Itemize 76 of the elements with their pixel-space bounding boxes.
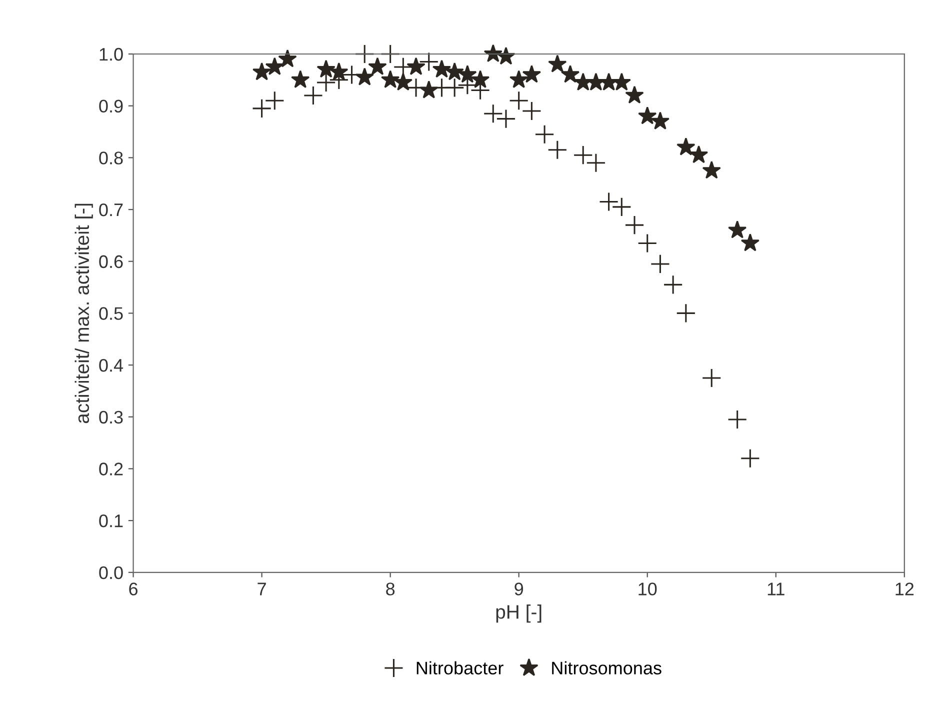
point xyxy=(419,52,439,72)
point xyxy=(663,274,683,294)
x-tick-label: 10 xyxy=(638,582,657,596)
y-tick-label: 0.2 xyxy=(99,462,123,476)
point xyxy=(728,220,747,238)
point xyxy=(445,62,464,80)
point xyxy=(483,104,503,124)
point xyxy=(638,106,657,124)
point xyxy=(303,86,323,106)
point xyxy=(638,233,658,254)
point xyxy=(650,112,670,130)
x-tick-label: 12 xyxy=(896,582,914,596)
point xyxy=(509,70,528,88)
x-axis-title: pH [-] xyxy=(496,604,542,623)
y-tick-label: 1.0 xyxy=(100,48,123,61)
y-tick-label: 0.6 xyxy=(99,255,123,268)
x-tick-label: 8 xyxy=(386,582,395,596)
point xyxy=(548,54,567,72)
point xyxy=(586,153,606,173)
y-tick-label: 0.4 xyxy=(99,358,124,372)
x-tick-label: 9 xyxy=(514,582,524,596)
point xyxy=(316,60,336,78)
y-tick-label: 0.7 xyxy=(99,203,123,216)
point xyxy=(522,101,542,121)
point xyxy=(368,57,387,76)
point xyxy=(470,70,490,88)
point xyxy=(291,70,310,88)
x-tick-label: 11 xyxy=(768,582,784,596)
point xyxy=(252,98,272,118)
point xyxy=(534,124,554,144)
point xyxy=(599,192,619,212)
y-tick-label: 0.1 xyxy=(99,514,123,528)
point xyxy=(509,90,529,110)
point xyxy=(444,78,464,98)
x-tick-label: 6 xyxy=(129,582,138,596)
point xyxy=(264,90,284,110)
point xyxy=(522,64,542,83)
y-tick-label: 0.5 xyxy=(99,307,123,320)
legend-label: Nitrosomonas xyxy=(552,661,662,674)
y-tick-label: 0.0 xyxy=(99,566,123,580)
y-tick-label: 0.8 xyxy=(99,152,123,164)
point xyxy=(406,57,426,76)
point xyxy=(354,44,374,64)
y-axis-title: activiteit/ max. activiteit [-] xyxy=(74,204,93,424)
point xyxy=(702,368,722,388)
y-tick-label: 0.3 xyxy=(99,410,123,424)
legend-label: Nitrobacter xyxy=(416,661,504,674)
point xyxy=(278,49,297,68)
point xyxy=(573,145,593,165)
point xyxy=(676,303,696,323)
point xyxy=(702,160,721,179)
point xyxy=(728,410,748,430)
point xyxy=(548,140,568,160)
point xyxy=(432,60,452,78)
point xyxy=(330,62,348,80)
point xyxy=(625,86,644,104)
point xyxy=(265,57,284,76)
point xyxy=(252,62,272,80)
point xyxy=(689,145,708,164)
point xyxy=(676,138,696,156)
point xyxy=(496,109,516,129)
point xyxy=(650,254,670,274)
point xyxy=(458,64,477,83)
point xyxy=(316,72,336,92)
point xyxy=(612,197,632,217)
point xyxy=(624,215,644,235)
point xyxy=(560,64,580,83)
point xyxy=(355,68,374,86)
point xyxy=(740,448,760,468)
point xyxy=(380,70,400,88)
point xyxy=(394,72,413,91)
y-tick-label: 0.9 xyxy=(99,100,123,113)
point xyxy=(420,80,438,98)
point xyxy=(380,44,400,64)
point xyxy=(740,233,760,252)
x-tick-label: 7 xyxy=(258,582,266,596)
